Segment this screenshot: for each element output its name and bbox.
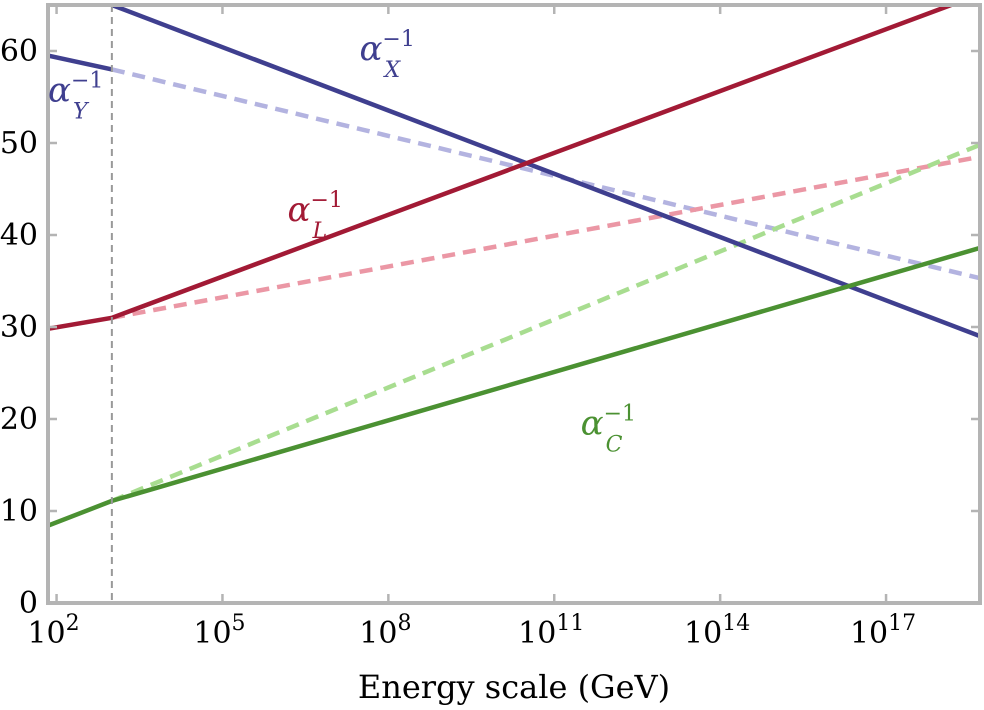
x-tick-label: 102	[27, 611, 79, 651]
series-line-x	[111, 5, 980, 339]
x-tick-label: 108	[359, 611, 411, 651]
curve-labels: α−1 X α−1 Y α−1 L α−1 C	[48, 27, 636, 457]
curve-label-y: α−1 Y	[48, 69, 103, 125]
y-axis-ticks: 0 10 20 30 40 50 60	[0, 34, 980, 621]
curve-label-x: α−1 X	[359, 27, 414, 83]
x-tick-label: 1017	[850, 611, 916, 651]
x-tick-label: 105	[193, 611, 245, 651]
plot-frame	[46, 3, 982, 605]
series-line-l-dashed	[111, 154, 980, 321]
y-tick-label: 0	[19, 586, 38, 621]
series-line-y	[48, 53, 113, 72]
plot-lines	[48, 5, 980, 528]
y-tick-label: 40	[0, 218, 38, 253]
x-tick-label: 1011	[518, 611, 584, 651]
x-axis-ticks: 102 105 108 1011 1014 1017	[27, 5, 916, 651]
x-axis-title: Energy scale (GeV)	[358, 668, 670, 706]
curve-label-l: α−1 L	[287, 188, 342, 244]
curve-label-c: α−1 C	[581, 402, 636, 458]
series-line-c-dashed	[111, 142, 980, 503]
y-tick-label: 50	[0, 126, 38, 161]
y-tick-label: 30	[0, 310, 38, 345]
y-tick-label: 60	[0, 34, 38, 69]
x-tick-label: 1014	[684, 611, 750, 651]
series-line-y-dashed	[111, 67, 980, 281]
y-tick-label: 10	[0, 494, 38, 529]
y-tick-label: 20	[0, 402, 38, 437]
series-line-l	[48, 5, 952, 332]
